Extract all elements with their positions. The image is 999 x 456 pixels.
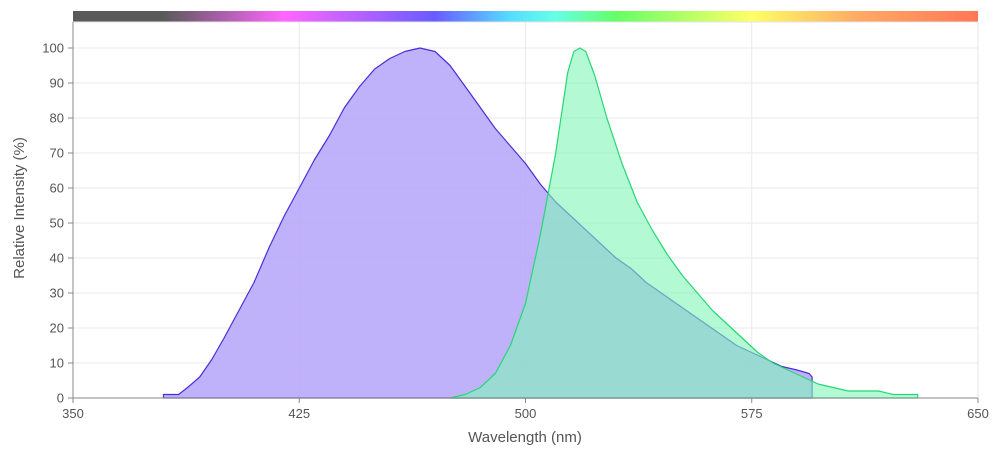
axes: 350 425 500 575 650 0 10 20 30 40 50 60 70 80 90 100 xyxy=(42,22,989,421)
x-tick-label: 425 xyxy=(288,406,310,421)
y-tick-label: 20 xyxy=(50,321,64,336)
y-tick-label: 80 xyxy=(50,111,64,126)
x-tick-label: 350 xyxy=(62,406,84,421)
y-tick-label: 70 xyxy=(50,146,64,161)
spectrum-bar xyxy=(73,11,978,22)
grid xyxy=(72,21,979,399)
x-tick-label: 500 xyxy=(515,406,537,421)
y-tick-label: 60 xyxy=(50,181,64,196)
y-tick-label: 30 xyxy=(50,286,64,301)
x-tick-label: 575 xyxy=(741,406,763,421)
y-tick-label: 90 xyxy=(50,76,64,91)
x-axis-title: Wavelength (nm) xyxy=(468,429,582,446)
y-tick-label: 50 xyxy=(50,216,64,231)
y-tick-label: 40 xyxy=(50,251,64,266)
y-tick-label: 10 xyxy=(50,356,64,371)
y-tick-label: 100 xyxy=(42,41,64,56)
x-tick-label: 650 xyxy=(967,406,989,421)
y-tick-label: 0 xyxy=(57,391,64,406)
y-axis-title: Relative Intensity (%) xyxy=(11,137,28,279)
spectrum-area-2 xyxy=(449,47,919,399)
series-layer xyxy=(162,47,919,399)
